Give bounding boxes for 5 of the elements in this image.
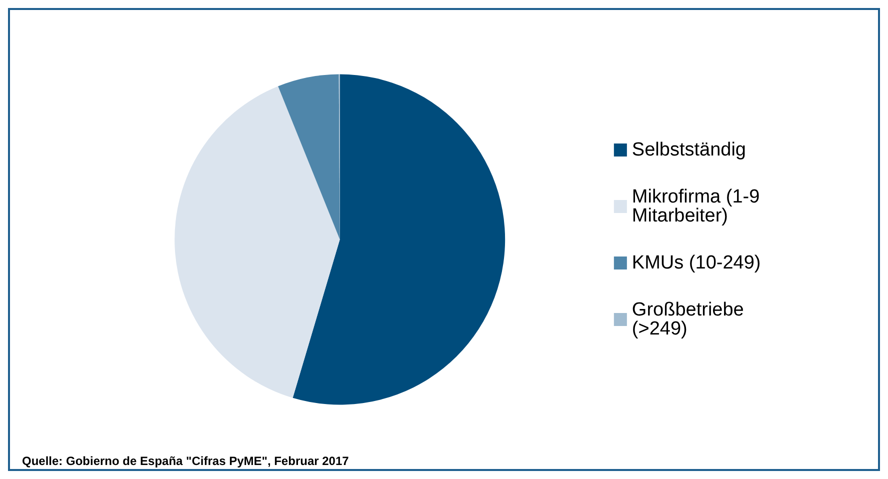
- legend-label: KMUs (10-249): [632, 252, 761, 274]
- source-note: Quelle: Gobierno de España "Cifras PyME", Februar 2017: [22, 454, 350, 468]
- legend-label: Selbstständig: [632, 140, 746, 160]
- legend-label: Mikrofirma (1-9 Mitarbeiter): [632, 186, 765, 226]
- legend-label: Großbetriebe (>249): [632, 300, 750, 340]
